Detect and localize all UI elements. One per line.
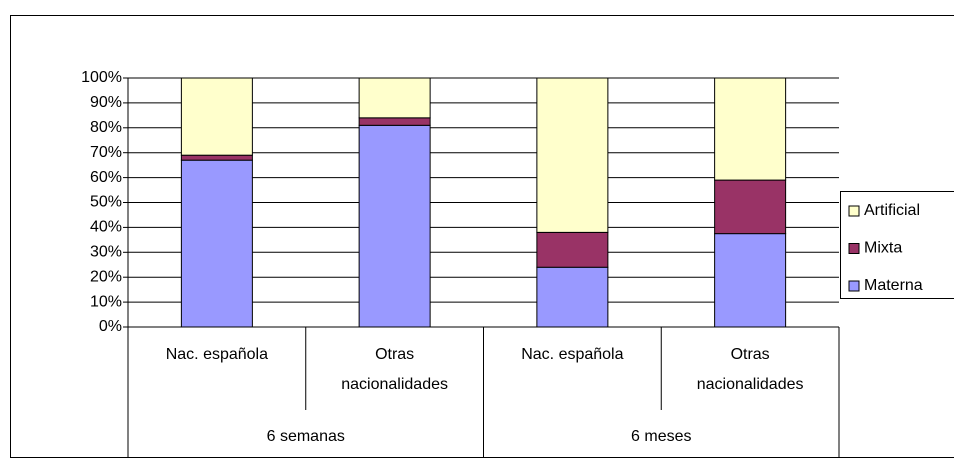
group-label: 6 meses	[631, 428, 691, 445]
bar-segment	[180, 159, 253, 328]
bar-segment	[714, 77, 787, 181]
bar-segment	[180, 77, 253, 156]
y-tick-label: 10%	[90, 293, 122, 310]
y-tick-label: 90%	[90, 94, 122, 111]
y-tick-label: 40%	[90, 219, 122, 236]
y-tick-label: 100%	[81, 69, 122, 86]
bar-segment	[714, 233, 787, 328]
bar-segment	[358, 117, 431, 126]
y-tick-label: 70%	[90, 144, 122, 161]
bar-segment	[714, 179, 787, 235]
x-tick-label: Otras nacionalidades	[696, 346, 804, 393]
legend-label: Materna	[864, 277, 923, 294]
legend-label: Mixta	[864, 240, 902, 257]
y-tick-label: 20%	[90, 268, 122, 285]
bar-segment	[358, 77, 431, 119]
bar-segment	[536, 77, 609, 233]
y-tick-label: 60%	[90, 169, 122, 186]
legend-swatch	[848, 205, 860, 217]
legend-swatch	[848, 280, 860, 292]
x-tick-label: Nac. española	[165, 346, 269, 363]
y-tick-label: 30%	[90, 244, 122, 261]
bar-segment	[536, 231, 609, 268]
group-label: 6 semanas	[267, 428, 345, 445]
y-tick-label: 50%	[90, 194, 122, 211]
bar-segment	[180, 154, 253, 161]
x-tick-label: Nac. española	[521, 346, 624, 363]
y-tick-label: 80%	[90, 119, 122, 136]
x-tick-label: Otras nacionalidades	[341, 346, 448, 393]
bar-segment	[536, 266, 609, 328]
legend-swatch	[848, 243, 860, 254]
bar-segment	[358, 124, 431, 328]
y-tick-label: 0%	[99, 318, 122, 335]
chart-border	[10, 15, 954, 458]
legend-label: Artificial	[864, 202, 920, 219]
